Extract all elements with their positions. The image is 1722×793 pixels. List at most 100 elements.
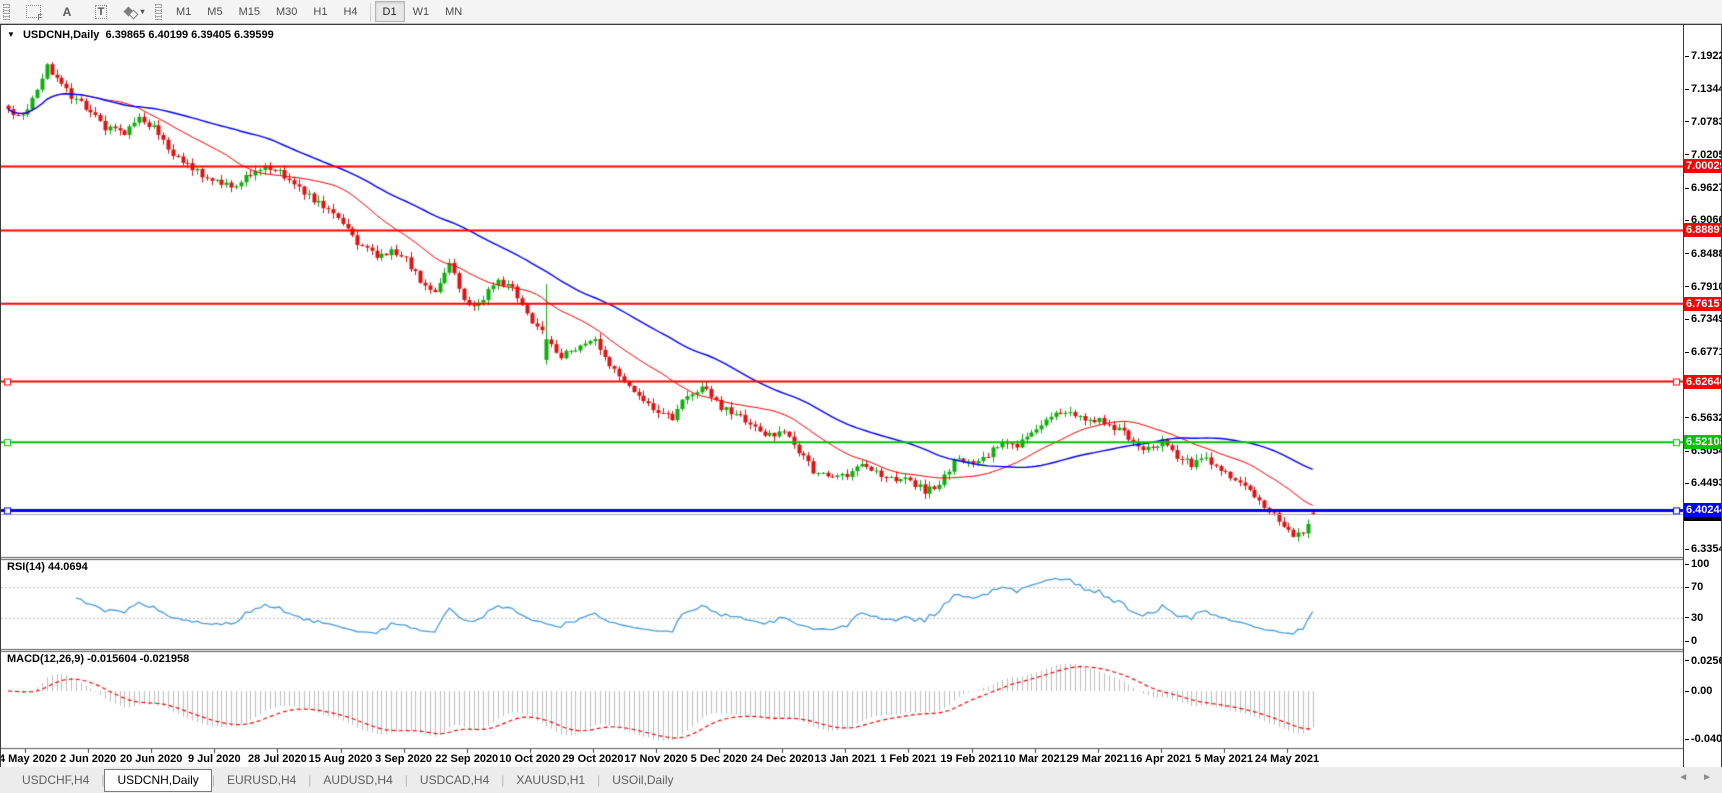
tab-divider: | [211,773,215,787]
hline-price-badge: 7.00029 [1684,159,1722,174]
tab-divider: | [597,773,601,787]
price-tick-label: 7.13440 [1685,83,1721,96]
hline-price-badge: 6.52108 [1684,435,1722,450]
date-label: 5 Dec 2020 [690,753,748,765]
date-label: 9 Jul 2020 [188,753,241,765]
text-label-tool-button[interactable]: T [84,1,118,22]
timeframe-button-W1[interactable]: W1 [412,5,430,18]
date-label: 28 Jul 2020 [248,753,307,765]
tab-usdcad-h4[interactable]: USDCAD,H4 [419,773,490,787]
price-tick-label: 0 [1685,635,1698,647]
price-tick-label: 100 [1685,558,1710,570]
date-label: 2 Jun 2020 [59,753,117,765]
chart-tab-bar: USDCHF,H4 | USDCNH,Daily | EURUSD,H4 | AUDUSD,… [0,767,1722,793]
date-label: 10 Oct 2020 [499,753,561,765]
timeframe-button-H4[interactable]: H4 [343,5,358,18]
price-tick-label: 7.19220 [1685,50,1721,62]
timeframe-button-D1[interactable]: D1 [374,1,405,22]
arrows-tool-button[interactable]: ▾ [118,1,152,22]
date-label: 17 Nov 2020 [624,753,688,765]
timeframe-button-M1[interactable]: M1 [176,5,192,18]
price-tick-label: 6.44930 [1685,477,1721,490]
price-tick-label: 6.84880 [1685,247,1721,260]
date-label: 24 Dec 2020 [750,753,814,765]
tab-scroll-right-button[interactable]: ► [1702,772,1712,783]
date-label: 15 Aug 2020 [308,753,373,765]
tab-divider: | [101,773,105,787]
timeframe-button-M5[interactable]: M5 [207,5,223,18]
date-label: 13 Jan 2021 [814,753,877,765]
date-label: 29 Oct 2020 [562,753,624,765]
ohlc-open: 6.39865 [105,29,146,41]
arrows-dropdown-caret[interactable]: ▾ [140,7,145,16]
price-tick-label: 6.79100 [1685,280,1721,293]
tab-divider: | [404,773,408,787]
price-tick-label: 6.96270 [1685,182,1721,195]
label-frame-tool-button[interactable]: F [16,1,50,22]
hline-price-badge: 6.62646 [1684,374,1722,389]
timeframe-button-M15[interactable]: M15 [238,5,260,18]
tab-audusd-h4[interactable]: AUDUSD,H4 [323,773,393,787]
price-axis[interactable]: 7.19220 7.13440 7.07830 7.02050 6.96270 6.906… [1683,25,1721,767]
macd-indicator-label: MACD(12,26,9) -0.015604 -0.021958 [7,653,190,665]
tab-xauusd-h1[interactable]: XAUUSD,H1 [516,773,586,787]
timeframe-button-MN[interactable]: MN [445,5,463,18]
date-label: 3 Sep 2020 [375,753,433,765]
price-tick-label: -0.04068 [1685,733,1721,746]
tab-divider: | [501,773,505,787]
tab-usoil-daily[interactable]: USOil,Daily [612,773,674,787]
ohlc-close: 6.39599 [234,29,274,41]
tab-usdchf-h4[interactable]: USDCHF,H4 [22,773,90,787]
date-label: 16 Apr 2021 [1130,753,1192,765]
hline-price-badge: 6.40244 [1684,503,1722,518]
price-tick-label: 6.73490 [1685,313,1721,326]
tab-scroll-left-button[interactable]: ◄ [1678,772,1689,783]
text-tool-icon: A [62,4,72,19]
timeframe-toolbar: M1 M5 M15 M30 H1 H4 D1 W1 MN [168,1,470,22]
toolbar-grip-2[interactable] [155,3,162,20]
price-tick-label: 7.07830 [1685,115,1721,128]
price-tick-label: 6.33540 [1685,543,1721,555]
arrows-tool-icon2 [129,9,139,20]
price-tick-label: 30 [1685,611,1704,624]
ohlc-high: 6.40199 [148,29,189,41]
ohlc-low: 6.39405 [191,29,231,41]
chart-canvas[interactable] [1,25,1683,767]
text-tool-button[interactable]: A [50,1,84,22]
collapse-triangle-icon[interactable]: ▼ [7,30,15,39]
price-tick-label: 6.67710 [1685,346,1721,359]
date-label: 5 May 2021 [1194,753,1253,765]
price-tick-label: 0.02562 [1685,654,1721,667]
chart-window: ▼ USDCNH,Daily 6.39865 6.40199 6.39405 6… [0,24,1722,768]
date-label: 22 Sep 2020 [435,753,499,765]
hline-price-badge: 6.88897 [1684,223,1722,238]
date-label: 20 Jun 2020 [120,753,183,765]
hline-price-badge: 6.76157 [1684,296,1722,311]
label-frame-icon: F [25,5,43,22]
date-label: 29 Mar 2021 [1066,753,1129,765]
price-tick-label: 6.90660 [1685,214,1721,227]
chart-title: ▼ USDCNH,Daily 6.39865 6.40199 6.39405 6… [7,29,274,41]
tab-divider: | [308,773,312,787]
timeframe-button-H1[interactable]: H1 [313,5,328,18]
price-tick-label: 70 [1685,581,1704,594]
toolbar: F A T ▾ M1 M5 M15 M30 H1 H4 D1 W1 MN [0,0,1722,24]
tab-usdcnh-daily[interactable]: USDCNH,Daily [104,768,212,792]
timeframe-button-M30[interactable]: M30 [275,5,298,18]
tab-eurusd-h4[interactable]: EURUSD,H4 [226,773,297,787]
text-label-icon: T [94,4,108,19]
date-label: 19 Feb 2021 [940,753,1003,765]
price-tick-label: 0.00 [1685,685,1713,697]
rsi-indicator-label: RSI(14) 44.0694 [7,561,88,573]
tab-scroll-buttons: ◄ ► [1678,772,1712,783]
toolbar-grip[interactable] [3,3,10,20]
date-label: 14 May 2020 [1,753,58,765]
price-tick-label: 7.02050 [1685,148,1721,161]
chart-symbol: USDCNH,Daily [22,29,100,41]
date-label: 10 Mar 2021 [1003,753,1066,765]
date-label: 1 Feb 2021 [880,753,937,765]
date-label: 24 May 2021 [1254,753,1320,765]
price-tick-label: 6.56320 [1685,411,1721,424]
